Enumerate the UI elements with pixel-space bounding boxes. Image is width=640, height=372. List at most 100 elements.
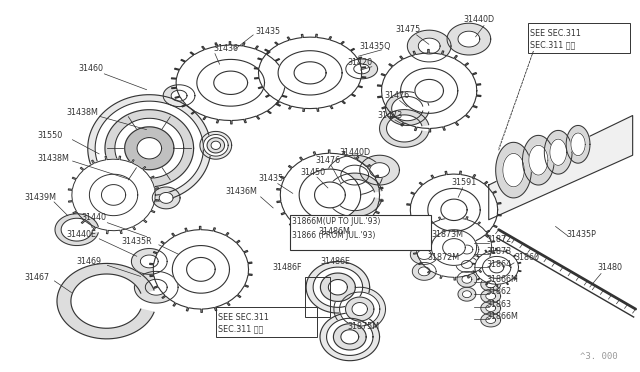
Polygon shape <box>346 59 378 79</box>
Polygon shape <box>352 302 367 315</box>
Polygon shape <box>145 279 167 295</box>
Polygon shape <box>313 267 363 307</box>
Polygon shape <box>115 118 184 178</box>
Text: 31873M: 31873M <box>431 230 463 239</box>
Polygon shape <box>412 262 436 280</box>
Polygon shape <box>159 192 173 203</box>
Text: 31438M: 31438M <box>67 108 99 117</box>
Polygon shape <box>566 125 590 163</box>
Text: SEC.311 参照: SEC.311 参照 <box>531 41 575 49</box>
Polygon shape <box>378 49 481 132</box>
Polygon shape <box>95 101 204 195</box>
Text: 31866M: 31866M <box>487 311 518 321</box>
Text: 31866M(UP TO JUL.'93): 31866M(UP TO JUL.'93) <box>292 217 381 226</box>
Polygon shape <box>171 90 187 101</box>
Text: 31486E: 31486E <box>320 257 350 266</box>
Polygon shape <box>463 291 472 298</box>
Text: 31872M: 31872M <box>427 253 460 262</box>
Polygon shape <box>68 156 159 234</box>
Text: 31475: 31475 <box>396 25 420 34</box>
Polygon shape <box>211 141 221 150</box>
Text: 31863: 31863 <box>487 299 512 309</box>
Text: 31476: 31476 <box>385 91 410 100</box>
Polygon shape <box>341 330 358 344</box>
Polygon shape <box>481 277 500 291</box>
Polygon shape <box>341 165 369 185</box>
Polygon shape <box>462 275 472 283</box>
Bar <box>529 23 630 53</box>
Polygon shape <box>481 301 500 315</box>
Polygon shape <box>458 31 480 47</box>
Polygon shape <box>57 263 154 339</box>
Text: 31440D: 31440D <box>464 15 495 24</box>
Polygon shape <box>150 227 252 312</box>
Polygon shape <box>458 287 476 301</box>
Polygon shape <box>214 71 248 94</box>
Polygon shape <box>90 174 138 216</box>
Polygon shape <box>461 245 473 254</box>
Polygon shape <box>419 38 440 54</box>
Polygon shape <box>152 187 180 209</box>
Text: 31469: 31469 <box>77 257 102 266</box>
Polygon shape <box>187 257 215 281</box>
Text: 31436M: 31436M <box>226 187 257 196</box>
Polygon shape <box>481 289 500 303</box>
Polygon shape <box>410 244 438 264</box>
Polygon shape <box>334 287 385 331</box>
Text: 31860: 31860 <box>515 253 540 262</box>
Text: 31480: 31480 <box>598 263 623 272</box>
Polygon shape <box>172 42 290 124</box>
Text: 31550: 31550 <box>37 131 62 140</box>
Polygon shape <box>360 155 399 185</box>
Text: ^3. 000: ^3. 000 <box>580 352 618 361</box>
Polygon shape <box>346 297 374 321</box>
Polygon shape <box>428 188 480 231</box>
Text: 31460: 31460 <box>79 64 104 73</box>
Bar <box>216 307 317 337</box>
Text: 31440E: 31440E <box>67 230 97 239</box>
Polygon shape <box>407 171 501 248</box>
Polygon shape <box>443 238 465 256</box>
Polygon shape <box>333 324 366 350</box>
Polygon shape <box>550 139 566 166</box>
Polygon shape <box>486 305 495 312</box>
Text: 31435: 31435 <box>259 174 284 183</box>
Polygon shape <box>486 281 495 288</box>
Polygon shape <box>207 138 225 153</box>
Polygon shape <box>327 173 382 217</box>
Polygon shape <box>407 30 451 62</box>
Text: 31435: 31435 <box>255 27 280 36</box>
Polygon shape <box>254 34 366 112</box>
Polygon shape <box>276 150 383 240</box>
Polygon shape <box>320 313 380 361</box>
Polygon shape <box>137 138 161 159</box>
Polygon shape <box>415 79 444 102</box>
Polygon shape <box>163 85 195 107</box>
Text: 31435Q: 31435Q <box>360 42 391 51</box>
Polygon shape <box>327 155 383 195</box>
Polygon shape <box>385 92 429 125</box>
Polygon shape <box>431 230 477 265</box>
Polygon shape <box>321 273 355 301</box>
Polygon shape <box>503 153 524 187</box>
Polygon shape <box>496 142 531 198</box>
Text: 31591: 31591 <box>451 177 476 186</box>
Polygon shape <box>105 110 193 187</box>
Polygon shape <box>197 60 264 106</box>
Polygon shape <box>306 262 370 313</box>
Polygon shape <box>455 241 479 259</box>
Polygon shape <box>483 256 511 278</box>
Polygon shape <box>278 51 342 95</box>
Polygon shape <box>481 313 500 327</box>
Polygon shape <box>380 110 429 147</box>
Text: 31864: 31864 <box>487 260 512 269</box>
Polygon shape <box>326 318 373 355</box>
Text: 31473: 31473 <box>378 111 403 120</box>
Text: 31866 (FROM JUL.'93): 31866 (FROM JUL.'93) <box>292 231 376 240</box>
Text: 31486M: 31486M <box>318 227 350 236</box>
Polygon shape <box>457 271 477 287</box>
Polygon shape <box>544 131 572 174</box>
Polygon shape <box>131 248 167 274</box>
Text: 31872: 31872 <box>487 235 512 244</box>
Text: 31467: 31467 <box>24 273 49 282</box>
